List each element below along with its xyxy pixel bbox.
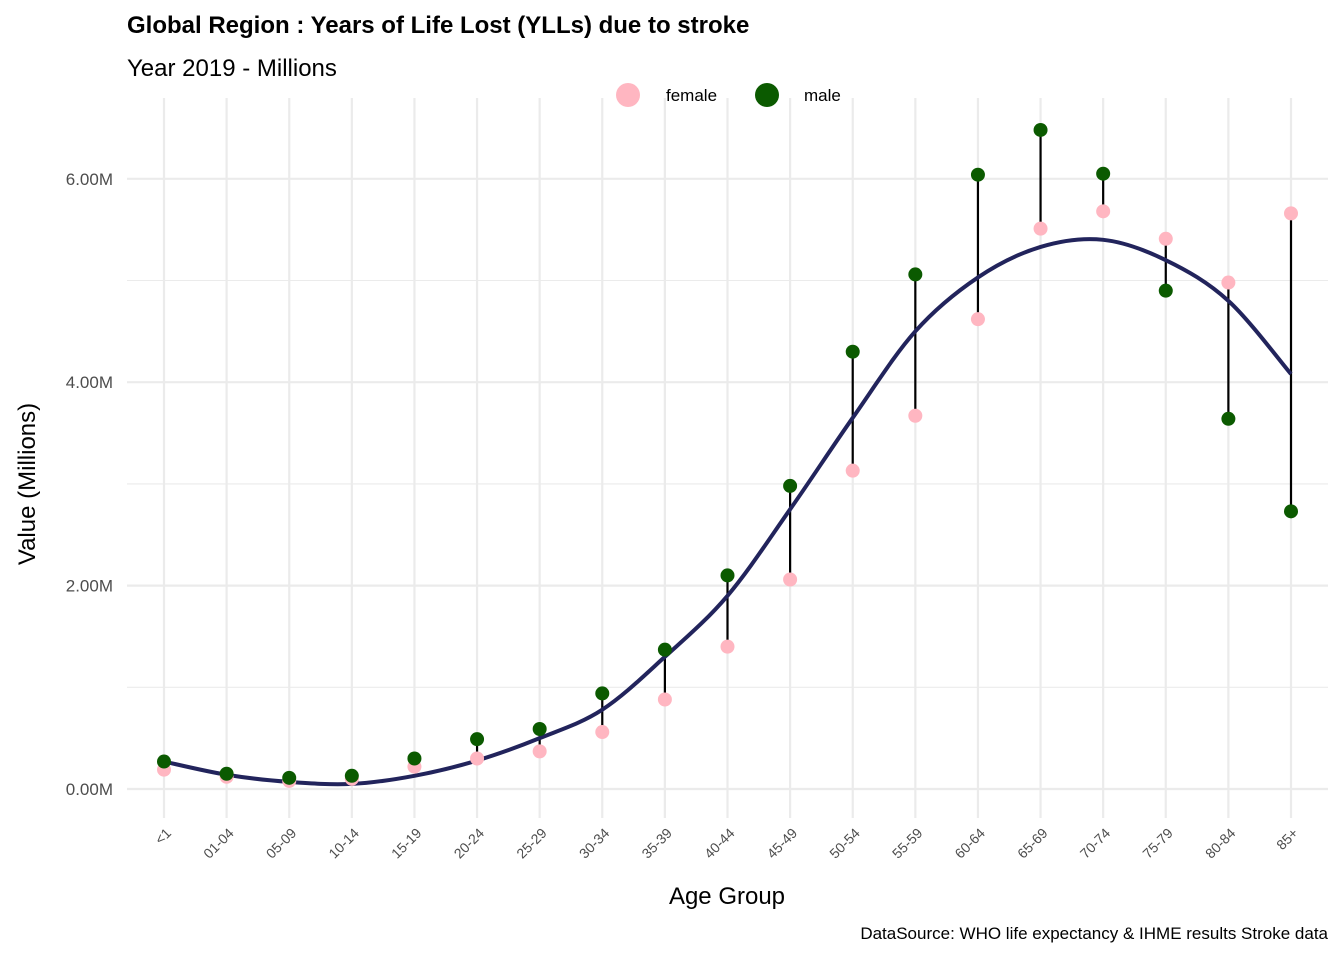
female-point	[1096, 204, 1111, 219]
chart-title: Global Region : Years of Life Lost (YLLs…	[127, 12, 750, 39]
male-point	[1221, 411, 1236, 426]
male-point	[1096, 166, 1111, 181]
female-point	[657, 692, 672, 707]
y-tick-label: 6.00M	[66, 170, 113, 189]
legend-male-label: male	[804, 86, 841, 105]
male-point	[470, 732, 485, 747]
x-tick-label: 70-74	[1077, 825, 1114, 862]
male-point	[845, 344, 860, 359]
x-axis-title: Age Group	[669, 883, 785, 910]
x-tick-label: 10-14	[325, 825, 362, 862]
x-tick-label: 05-09	[263, 825, 300, 862]
legend-male-marker	[755, 83, 779, 107]
male-point	[1158, 283, 1173, 298]
male-point	[1284, 504, 1298, 519]
male-point	[344, 768, 359, 783]
y-axis-title: Value (Millions)	[14, 403, 41, 565]
male-point	[783, 478, 798, 493]
chart-subtitle: Year 2019 - Millions	[127, 55, 337, 82]
x-tick-label: 15-19	[388, 825, 425, 862]
y-tick-label: 0.00M	[66, 780, 113, 799]
female-point	[908, 408, 923, 423]
male-point	[1033, 122, 1048, 137]
female-point	[1158, 231, 1173, 246]
female-point	[845, 463, 860, 478]
female-point	[1221, 275, 1236, 290]
x-tick-label: 75-79	[1139, 825, 1176, 862]
male-point	[657, 642, 672, 657]
male-point	[908, 267, 923, 282]
x-tick-label: 45-49	[764, 825, 801, 862]
x-tick-label: 85+	[1273, 825, 1301, 853]
male-point	[407, 751, 422, 766]
y-tick-label: 2.00M	[66, 577, 113, 596]
x-tick-label: 55-59	[889, 825, 926, 862]
x-tick-label: 35-39	[638, 825, 675, 862]
x-tick-label: 50-54	[826, 825, 863, 862]
male-point	[282, 770, 297, 785]
male-point	[157, 754, 171, 769]
legend: female male	[616, 83, 841, 107]
female-point	[470, 751, 485, 766]
x-tick-label: 60-64	[951, 825, 988, 862]
x-tick-label: 25-29	[513, 825, 550, 862]
legend-female-label: female	[666, 86, 717, 105]
female-point	[1033, 221, 1048, 236]
male-point	[595, 686, 610, 701]
female-point	[783, 572, 798, 587]
female-point	[1284, 206, 1298, 221]
x-tick-label: 65-69	[1014, 825, 1051, 862]
female-point	[532, 744, 547, 759]
female-point	[595, 725, 610, 740]
legend-female-marker	[616, 83, 640, 107]
y-tick-label: 4.00M	[66, 373, 113, 392]
x-tick-label: 80-84	[1202, 825, 1239, 862]
trend-line	[163, 237, 1293, 787]
male-point	[720, 568, 735, 583]
female-point	[970, 312, 985, 327]
x-tick-label: 30-34	[576, 825, 613, 862]
x-tick-label: 20-24	[451, 825, 488, 862]
male-point	[532, 721, 547, 736]
male-point	[970, 167, 985, 182]
x-tick-label: <1	[152, 825, 175, 848]
x-tick-label: 01-04	[200, 825, 237, 862]
x-tick-label: 40-44	[701, 825, 738, 862]
male-point	[219, 766, 234, 781]
chart-caption: DataSource: WHO life expectancy & IHME r…	[860, 924, 1328, 943]
female-point	[720, 639, 735, 654]
